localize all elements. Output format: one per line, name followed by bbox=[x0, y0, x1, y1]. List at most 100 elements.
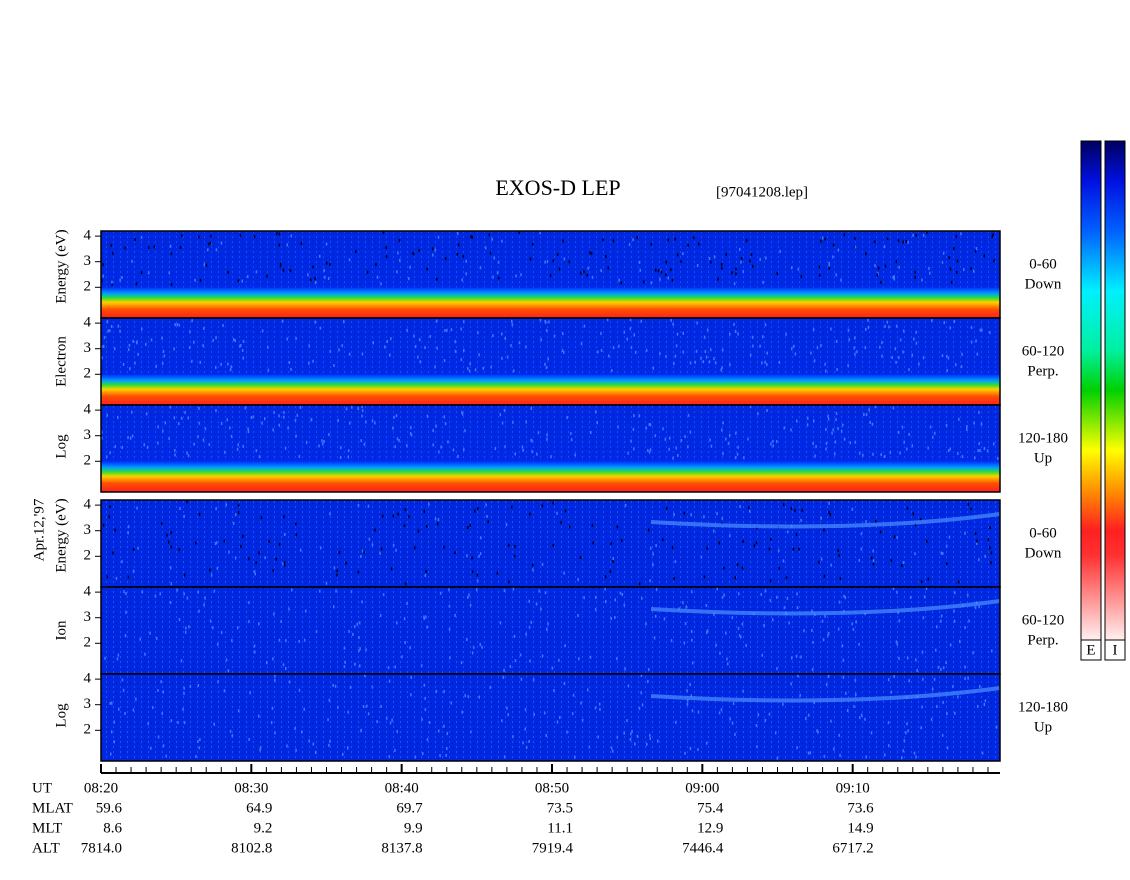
texture bbox=[157, 441, 159, 445]
texture bbox=[975, 247, 978, 251]
texture bbox=[640, 319, 642, 323]
texture bbox=[860, 547, 863, 551]
texture bbox=[279, 262, 282, 266]
texture bbox=[597, 735, 599, 739]
texture bbox=[444, 422, 447, 426]
texture bbox=[385, 246, 387, 250]
texture bbox=[725, 253, 727, 256]
texture bbox=[547, 357, 549, 361]
texture bbox=[721, 266, 723, 270]
texture bbox=[180, 234, 183, 238]
texture bbox=[388, 679, 391, 683]
direction-label: Down bbox=[1025, 545, 1062, 561]
texture bbox=[890, 690, 893, 694]
texture bbox=[825, 369, 827, 373]
texture bbox=[967, 502, 970, 506]
texture bbox=[438, 450, 440, 454]
ephemeris-value: 64.9 bbox=[246, 800, 272, 816]
texture bbox=[121, 560, 123, 564]
texture bbox=[839, 753, 841, 757]
texture bbox=[361, 549, 364, 553]
texture bbox=[215, 365, 217, 369]
texture bbox=[328, 743, 330, 747]
texture bbox=[790, 506, 793, 510]
texture bbox=[831, 431, 833, 435]
texture bbox=[220, 421, 223, 425]
texture bbox=[721, 366, 723, 370]
texture bbox=[840, 429, 843, 433]
texture bbox=[745, 643, 747, 647]
texture bbox=[779, 249, 781, 253]
texture bbox=[737, 445, 739, 449]
texture bbox=[800, 518, 802, 522]
colorbar bbox=[1080, 140, 1102, 641]
texture bbox=[290, 367, 292, 371]
texture bbox=[535, 602, 538, 606]
y-tick-label: 4 bbox=[84, 497, 92, 513]
texture bbox=[276, 232, 278, 236]
texture bbox=[945, 424, 948, 427]
texture bbox=[461, 278, 463, 282]
texture bbox=[389, 353, 391, 357]
texture bbox=[338, 348, 340, 352]
texture bbox=[413, 334, 415, 338]
texture bbox=[717, 277, 719, 281]
texture bbox=[858, 451, 861, 455]
texture bbox=[887, 721, 890, 725]
texture bbox=[454, 614, 456, 617]
texture bbox=[660, 270, 663, 274]
texture bbox=[794, 509, 796, 512]
texture bbox=[847, 328, 850, 332]
texture bbox=[355, 250, 357, 253]
texture bbox=[118, 707, 120, 711]
texture bbox=[188, 346, 191, 349]
texture bbox=[101, 318, 1000, 375]
texture bbox=[501, 239, 503, 243]
texture bbox=[524, 708, 527, 712]
texture bbox=[404, 582, 407, 586]
texture bbox=[132, 548, 135, 551]
texture bbox=[444, 329, 446, 333]
texture bbox=[722, 421, 724, 425]
texture bbox=[925, 540, 928, 543]
texture bbox=[842, 675, 845, 679]
texture bbox=[553, 689, 555, 692]
texture bbox=[600, 331, 602, 335]
texture bbox=[812, 442, 814, 445]
texture bbox=[359, 664, 361, 668]
texture bbox=[620, 538, 623, 542]
texture bbox=[258, 551, 260, 555]
texture bbox=[460, 327, 462, 331]
texture bbox=[638, 414, 641, 418]
texture bbox=[394, 749, 396, 752]
texture bbox=[807, 416, 809, 420]
texture bbox=[791, 266, 793, 270]
texture bbox=[835, 418, 837, 421]
texture bbox=[854, 440, 857, 444]
texture bbox=[261, 421, 263, 425]
texture bbox=[863, 413, 865, 416]
texture bbox=[198, 421, 201, 425]
texture bbox=[646, 742, 648, 746]
texture bbox=[772, 618, 774, 622]
texture bbox=[193, 340, 195, 344]
texture bbox=[319, 254, 321, 258]
texture bbox=[110, 752, 112, 756]
texture bbox=[602, 238, 604, 242]
texture bbox=[367, 504, 370, 508]
texture bbox=[529, 257, 532, 261]
texture bbox=[186, 596, 189, 600]
texture bbox=[926, 231, 928, 235]
texture bbox=[883, 245, 886, 249]
texture bbox=[547, 622, 549, 626]
texture bbox=[505, 523, 508, 527]
texture bbox=[117, 324, 120, 328]
ephemeris-value: 59.6 bbox=[96, 800, 123, 816]
texture bbox=[848, 338, 850, 342]
texture bbox=[614, 598, 616, 602]
texture bbox=[640, 674, 643, 677]
texture bbox=[553, 334, 556, 338]
texture bbox=[793, 344, 795, 348]
texture bbox=[121, 276, 123, 279]
texture bbox=[552, 501, 554, 505]
